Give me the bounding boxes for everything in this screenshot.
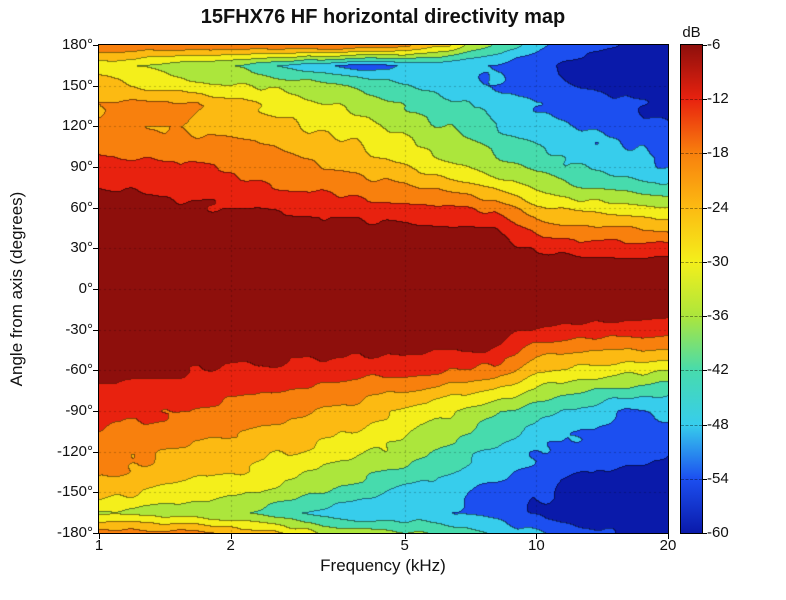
y-tick-label: -180° bbox=[56, 524, 93, 541]
y-tick-label: 150° bbox=[61, 76, 93, 94]
colorbar-tick-mark bbox=[703, 425, 707, 426]
colorbar-tick-mark bbox=[703, 533, 707, 534]
y-tick-mark bbox=[93, 492, 98, 493]
y-tick-label: 180° bbox=[61, 36, 93, 53]
colorbar-tick-label: -30 bbox=[707, 252, 729, 270]
y-tick-label: 90° bbox=[70, 158, 93, 175]
colorbar-gridline bbox=[681, 370, 702, 371]
x-tick-mark bbox=[536, 534, 537, 539]
colorbar-gridline bbox=[681, 99, 702, 100]
y-tick-mark bbox=[93, 248, 98, 249]
y-tick-mark bbox=[93, 370, 98, 371]
colorbar-tick-mark bbox=[703, 45, 707, 46]
y-tick-mark bbox=[93, 167, 98, 168]
colorbar bbox=[680, 44, 703, 534]
y-tick-label: -150° bbox=[56, 483, 93, 501]
colorbar-gridline bbox=[681, 479, 702, 480]
colorbar-label: dB bbox=[682, 24, 701, 41]
colorbar-gridline bbox=[681, 208, 702, 209]
colorbar-tick-label: -12 bbox=[707, 90, 729, 108]
y-tick-mark bbox=[93, 45, 98, 46]
colorbar-tick-mark bbox=[703, 479, 707, 480]
colorbar-tick-label: -54 bbox=[707, 469, 729, 487]
x-tick-mark bbox=[231, 534, 232, 539]
colorbar-tick-mark bbox=[703, 370, 707, 371]
colorbar-gridline bbox=[681, 425, 702, 426]
y-tick-label: -60° bbox=[65, 361, 93, 379]
colorbar-tick-label: -48 bbox=[707, 415, 729, 433]
colorbar-tick-label: -24 bbox=[707, 198, 729, 216]
y-tick-label: 0° bbox=[78, 280, 93, 297]
colorbar-gridline bbox=[681, 316, 702, 317]
colorbar-gradient bbox=[681, 45, 702, 533]
colorbar-tick-mark bbox=[703, 262, 707, 263]
y-tick-label: 30° bbox=[70, 239, 93, 257]
y-tick-label: -30° bbox=[65, 320, 93, 338]
chart-title: 15FHX76 HF horizontal directivity map bbox=[200, 6, 566, 28]
colorbar-gridline bbox=[681, 262, 702, 263]
colorbar-gridline bbox=[681, 153, 702, 154]
y-tick-label: 60° bbox=[70, 198, 93, 216]
x-tick-label: 20 bbox=[659, 537, 677, 554]
x-tick-label: 10 bbox=[528, 537, 545, 554]
x-tick-label: 1 bbox=[94, 537, 104, 554]
colorbar-tick-mark bbox=[703, 99, 707, 100]
y-tick-mark bbox=[93, 411, 98, 412]
plot-frame bbox=[98, 44, 669, 534]
colorbar-tick-mark bbox=[703, 208, 707, 209]
y-tick-label: 120° bbox=[61, 117, 93, 135]
y-tick-mark bbox=[93, 452, 98, 453]
y-tick-mark bbox=[93, 86, 98, 87]
x-tick-label: 5 bbox=[400, 537, 409, 554]
colorbar-tick-label: -36 bbox=[707, 307, 729, 325]
y-tick-mark bbox=[93, 330, 98, 331]
y-tick-mark bbox=[93, 533, 98, 534]
y-tick-mark bbox=[93, 208, 98, 209]
x-axis-label: Frequency (kHz) bbox=[320, 556, 446, 575]
y-tick-label: -120° bbox=[56, 442, 93, 460]
colorbar-tick-label: -60 bbox=[707, 524, 729, 541]
colorbar-tick-label: -18 bbox=[707, 144, 729, 162]
y-tick-mark bbox=[93, 289, 98, 290]
y-axis-label: Angle from axis (degrees) bbox=[7, 191, 26, 387]
y-tick-label: -90° bbox=[65, 402, 93, 419]
directivity-map-canvas bbox=[99, 45, 668, 533]
colorbar-tick-mark bbox=[703, 153, 707, 154]
x-tick-mark bbox=[99, 534, 100, 539]
x-tick-mark bbox=[668, 534, 669, 539]
x-tick-label: 2 bbox=[226, 537, 235, 554]
colorbar-tick-label: -42 bbox=[707, 361, 729, 379]
colorbar-tick-label: -6 bbox=[707, 36, 721, 53]
y-tick-mark bbox=[93, 126, 98, 127]
x-tick-mark bbox=[405, 534, 406, 539]
colorbar-tick-mark bbox=[703, 316, 707, 317]
